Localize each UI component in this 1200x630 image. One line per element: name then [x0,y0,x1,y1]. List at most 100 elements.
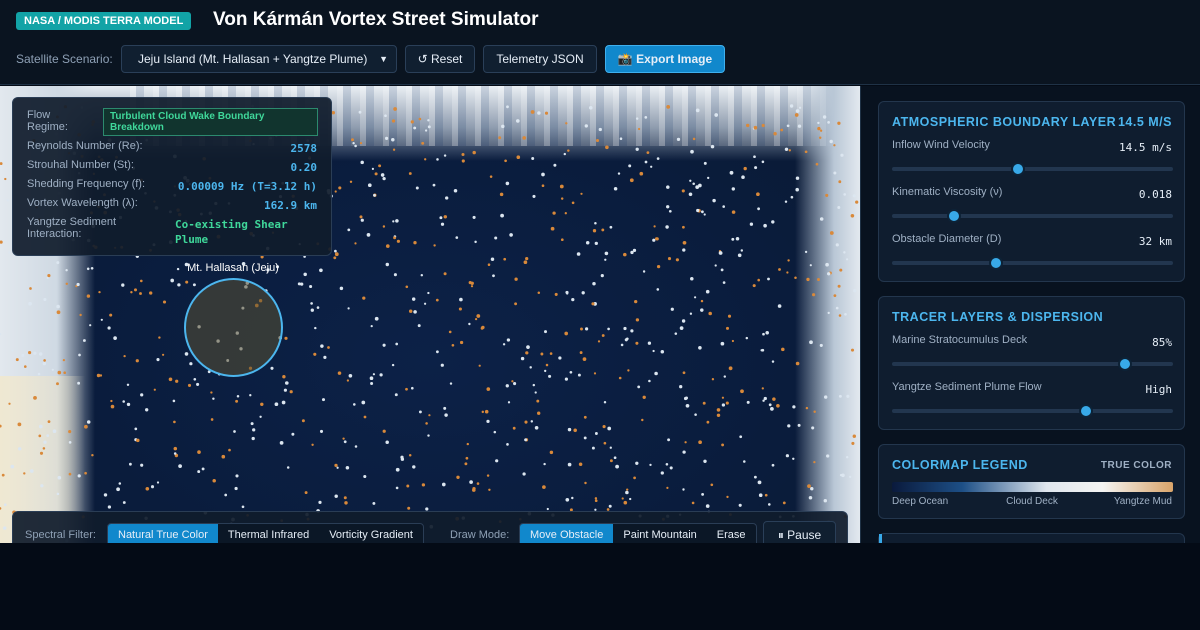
particle [354,445,358,448]
particle [321,398,326,402]
particle [757,278,760,282]
slider-track[interactable] [892,209,1173,223]
slider-thumb[interactable] [946,209,961,223]
particle [716,408,721,412]
particle [703,459,707,464]
particle [476,314,481,318]
particle [65,282,69,286]
particle [406,484,410,488]
particle [126,402,131,407]
slider-thumb[interactable] [1118,357,1133,371]
particle [395,219,399,223]
particle [698,440,702,445]
particle [635,341,639,345]
particle [592,281,596,286]
particle [221,454,226,459]
particle [679,385,683,389]
particle [113,336,117,340]
particle [84,424,88,429]
simulation-canvas[interactable]: Mt. Hallasan (Jeju) Flow Regime: Turbule… [0,86,860,543]
particle [705,504,710,508]
particle [795,109,800,113]
particle [534,391,537,394]
particle [122,400,125,403]
particle [837,121,841,125]
particle [529,366,532,369]
particle [420,273,424,277]
particle [530,110,535,114]
segment-option[interactable]: Natural True Color [108,524,218,543]
particle [359,215,363,219]
particle [530,420,534,423]
particle [99,374,103,377]
particle [343,496,347,500]
particle [476,482,480,485]
slider-track[interactable] [892,162,1173,176]
particle [15,358,19,362]
particle [781,347,785,352]
slider-thumb[interactable] [988,256,1003,270]
particle [360,218,364,222]
slider-thumb[interactable] [1078,404,1093,418]
particle [689,179,692,182]
particle [224,493,228,497]
scenario-select[interactable]: Jeju Island (Mt. Hallasan + Yangtze Plum… [121,45,397,73]
reset-button[interactable]: ↺ Reset [405,45,475,73]
particle [392,148,396,151]
particle [607,426,612,431]
particle [505,181,510,186]
particle [787,424,791,428]
telemetry-button[interactable]: Telemetry JSON [483,45,597,73]
particle [38,352,43,356]
particle [790,195,794,199]
particle [696,208,700,213]
particle [576,252,581,256]
slider-track[interactable] [892,256,1173,270]
segment-option[interactable]: Erase [716,529,746,541]
export-button[interactable]: 📸 Export Image [605,45,725,73]
particle [435,298,439,302]
slider-thumb[interactable] [1011,162,1026,176]
particle [627,369,630,372]
particle [681,189,685,193]
particle [851,441,855,445]
particle [173,452,177,455]
particle [173,420,176,424]
particle [512,426,516,430]
particle [445,196,449,200]
particle [236,395,240,398]
slider-track[interactable] [892,404,1173,418]
particle [754,166,758,170]
particle [110,404,115,409]
particle [825,193,829,197]
particle [379,373,383,377]
particle [499,192,504,197]
particle [548,374,552,378]
particle [585,327,589,331]
particle [597,340,601,343]
particle [594,221,597,225]
particle [829,139,833,144]
particle [839,268,843,272]
segment-option[interactable]: Move Obstacle [520,524,614,543]
particle [334,249,337,253]
particle [585,240,590,245]
particle [537,111,541,115]
segment-option[interactable]: Paint Mountain [623,529,697,541]
particle [440,222,445,226]
particle [655,237,659,241]
particle [235,399,239,403]
particle [413,241,417,245]
particle [366,233,371,237]
particle [609,446,612,449]
segment-option[interactable]: Vorticity Gradient [329,529,413,541]
pause-button[interactable]: ⏸ Pause [763,521,836,543]
particle [811,426,815,430]
particle [310,308,314,312]
particle [410,120,414,124]
obstacle[interactable] [184,278,283,377]
particle [628,164,632,168]
segment-option[interactable]: Thermal Infrared [227,529,310,541]
particle [646,151,650,154]
slider-track[interactable] [892,357,1173,371]
